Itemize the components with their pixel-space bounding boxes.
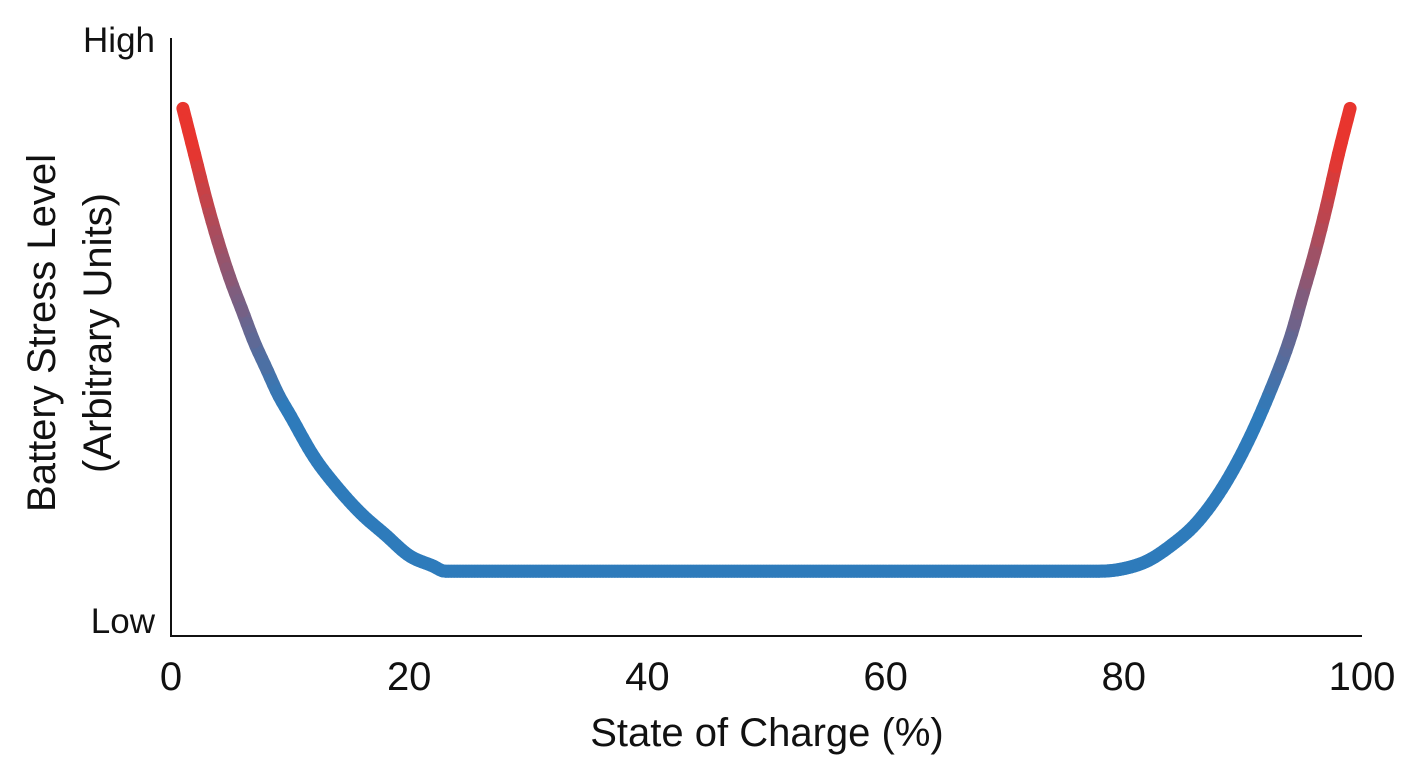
x-tick-label: 0 xyxy=(160,655,182,699)
curve-point xyxy=(1296,289,1309,302)
curve-point xyxy=(331,482,344,494)
curve-point xyxy=(224,274,237,286)
curve-point xyxy=(1344,102,1357,115)
curve-point xyxy=(307,450,320,463)
curve-point xyxy=(1165,539,1178,552)
x-tick-label: 100 xyxy=(1329,655,1396,699)
curve-point xyxy=(1332,149,1345,162)
curve-point xyxy=(176,102,189,115)
curve-point xyxy=(1141,554,1154,567)
x-tick-label: 60 xyxy=(863,655,908,699)
curve-point xyxy=(1320,201,1333,214)
curve-point xyxy=(427,560,440,572)
curve-point xyxy=(760,565,773,578)
y-axis-title-line-1: Battery Stress Level xyxy=(20,154,64,512)
curve-point xyxy=(284,409,297,422)
y-axis-title: Battery Stress Level (Arbitrary Units) xyxy=(20,154,120,512)
curve-point xyxy=(212,237,225,250)
curve-point xyxy=(998,565,1011,578)
curve-point xyxy=(522,565,535,578)
curve-point xyxy=(188,149,201,162)
x-axis-title: State of Charge (%) xyxy=(590,711,944,755)
curve-point xyxy=(379,528,392,541)
y-low-label: Low xyxy=(91,602,156,641)
curve-point xyxy=(1213,487,1226,500)
x-tick-label: 40 xyxy=(625,655,670,699)
curve-point xyxy=(355,508,368,520)
curve-point xyxy=(438,565,451,578)
curve-point xyxy=(1236,445,1249,458)
curve-point xyxy=(1093,565,1106,578)
curve-point xyxy=(403,549,416,562)
curve-point xyxy=(1117,562,1130,575)
curve-point xyxy=(272,388,285,401)
x-tick-label: 20 xyxy=(387,655,432,699)
curve-point xyxy=(879,565,892,578)
y-high-label: High xyxy=(83,21,155,60)
curve-point xyxy=(260,362,273,375)
curve-point xyxy=(1308,248,1321,260)
curve-point xyxy=(641,565,654,578)
curve-point xyxy=(1189,518,1202,531)
y-axis-title-line-2: (Arbitrary Units) xyxy=(76,193,120,473)
stress-curve xyxy=(176,101,1357,578)
curve-point xyxy=(236,305,249,318)
curve-point xyxy=(462,565,475,578)
x-tick-labels: 0 20 40 60 80 100 xyxy=(160,655,1396,699)
x-tick-label: 80 xyxy=(1102,655,1147,699)
curve-point xyxy=(200,196,213,208)
curve-point xyxy=(248,336,261,349)
curve-point xyxy=(1284,331,1297,344)
curve-point xyxy=(1260,393,1273,406)
